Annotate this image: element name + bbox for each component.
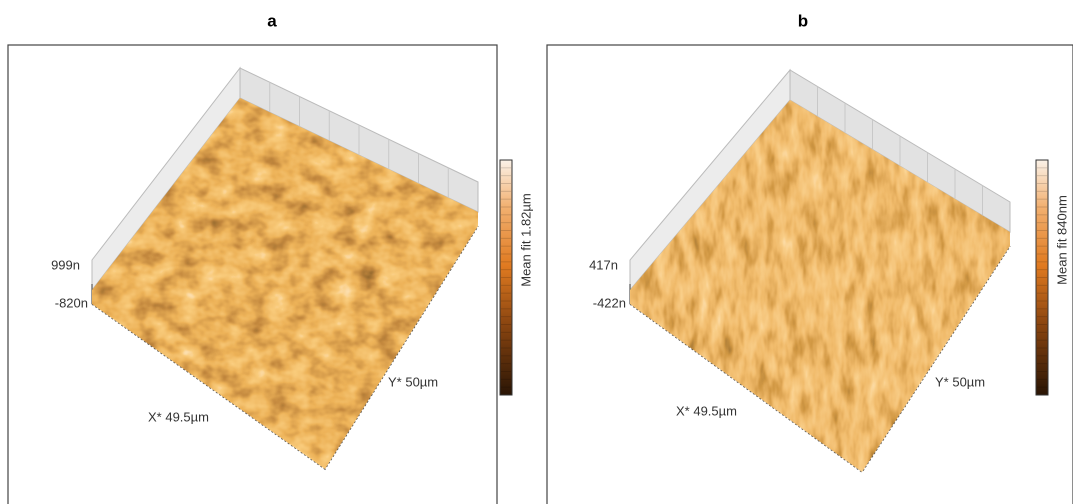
colorbar-label: Mean fit 1.82µm [518, 193, 533, 286]
panel-label: a [267, 11, 277, 30]
x-axis-label: X* 49.5µm [676, 403, 737, 418]
z-max-label: 999n [51, 257, 80, 272]
colorbar [499, 159, 513, 396]
panel-label: b [798, 11, 808, 30]
afm-panel: b 417n -422n X* 49.5µm Y* 50µm Mean fit 840nm [546, 11, 1073, 504]
y-axis-label: Y* 50µm [935, 374, 985, 389]
colorbar-label: Mean fit 840nm [1054, 195, 1069, 285]
x-axis-label: X* 49.5µm [148, 409, 209, 424]
y-axis-label: Y* 50µm [388, 374, 438, 389]
afm-panel: a 999n -820n X* 49.5µm Y* 50µm Mean fit 1.82µ… [7, 11, 533, 504]
z-min-label: -820n [55, 295, 88, 310]
z-min-label: -422n [593, 295, 626, 310]
z-max-label: 417n [589, 257, 618, 272]
colorbar [1035, 159, 1049, 396]
